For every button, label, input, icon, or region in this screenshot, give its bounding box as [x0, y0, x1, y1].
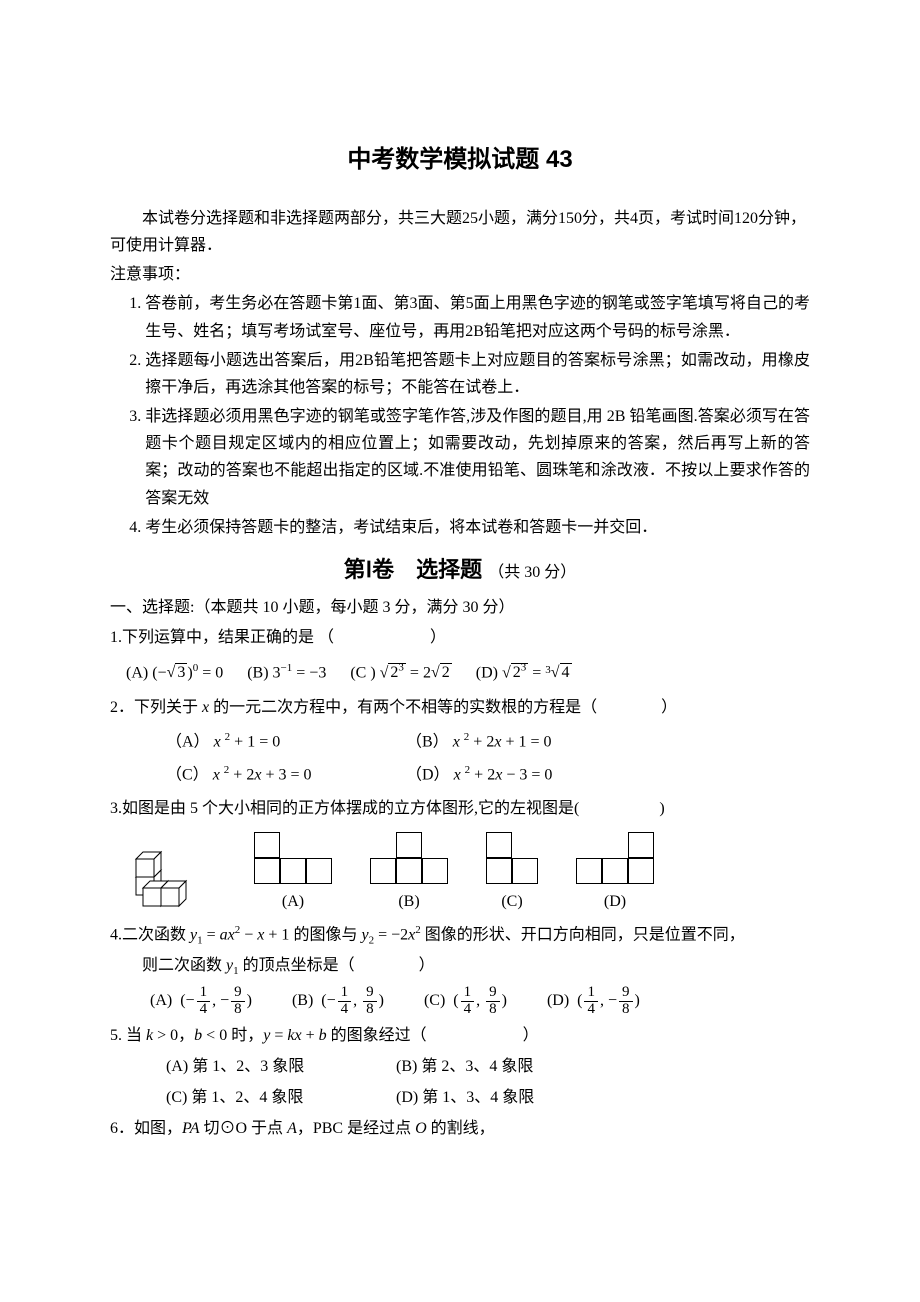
note-item: 非选择题必须用黑色字迹的钢笔或签字笔作答,涉及作图的题目,用 2B 铅笔画图.答…	[145, 403, 810, 512]
note-item: 选择题每小题选出答案后，用2B铅笔把答题卡上对应题目的答案标号涂黑；如需改动，用…	[145, 347, 810, 401]
notes-list: 答卷前，考生务必在答题卡第1面、第3面、第5面上用黑色字迹的钢笔或签字笔填写将自…	[110, 290, 810, 541]
q2-option-b: （B） x 2 + 2x + 1 = 0	[406, 728, 646, 756]
q5-option-b: (B) 第 2、3、4 象限	[396, 1053, 626, 1080]
page-title: 中考数学模拟试题 43	[110, 140, 810, 181]
q1-option-b: (B) 3−1 = −3	[247, 659, 326, 687]
q4-b-label: (B)	[292, 992, 313, 1009]
q6-s4: 的割线，	[427, 1120, 495, 1137]
q2-stem-pre: 2．下列关于	[110, 699, 202, 716]
q1-a-label: (A)	[126, 664, 152, 681]
q3-option-b: (B)	[370, 832, 448, 915]
q3-c-label: (C)	[486, 888, 538, 915]
q1-option-a: (A) (−√3)0 = 0	[126, 659, 223, 687]
q2-b-label: （B）	[406, 733, 449, 750]
q2-option-c: （C） x 2 + 2x + 3 = 0	[166, 761, 406, 789]
q3-b-label: (B)	[370, 888, 448, 915]
q2-c-label: （C）	[166, 766, 209, 783]
section-1-main: 第Ⅰ卷 选择题	[344, 557, 483, 582]
q6-s1: 6．如图，	[110, 1120, 182, 1137]
part1-heading: 一、选择题:（本题共 10 小题，每小题 3 分，满分 30 分）	[110, 594, 810, 621]
q1-c-label: (C )	[350, 664, 375, 681]
section-1-header: 第Ⅰ卷 选择题 （共 30 分）	[110, 551, 810, 588]
q3-d-label: (D)	[576, 888, 654, 915]
q2-stem: 2．下列关于 x 的一元二次方程中，有两个不相等的实数根的方程是（ ）	[110, 694, 810, 721]
q2-options-row2: （C） x 2 + 2x + 3 = 0 （D） x 2 + 2x − 3 = …	[110, 761, 810, 789]
q3-option-d: (D)	[576, 832, 654, 915]
q5-s4: 的图象经过（ ）	[327, 1027, 539, 1044]
q5-options: (A) 第 1、2、3 象限 (B) 第 2、3、4 象限 (C) 第 1、2、…	[110, 1051, 810, 1113]
q4-option-b: (B) (−14, 98)	[292, 985, 384, 1018]
q4-s3: 图像的形状、开口方向相同，只是位置不同，	[421, 926, 745, 943]
q1-option-d: (D) √23 = 3√4	[476, 659, 572, 687]
q4-s1: 4.二次函数	[110, 926, 190, 943]
q1-option-c: (C ) √23 = 2√2	[350, 659, 451, 687]
q1-b-label: (B)	[247, 664, 272, 681]
q5-stem: 5. 当 k > 0，b < 0 时，y = kx + b 的图象经过（ ）	[110, 1022, 810, 1049]
notes-heading: 注意事项：	[110, 261, 810, 288]
q4-c-label: (C)	[424, 992, 445, 1009]
q2-option-d: （D） x 2 + 2x − 3 = 0	[406, 761, 646, 789]
note-item: 答卷前，考生务必在答题卡第1面、第3面、第5面上用黑色字迹的钢笔或签字笔填写将自…	[145, 290, 810, 344]
q3-a-label: (A)	[254, 888, 332, 915]
note-item: 考生必须保持答题卡的整洁，考试结束后，将本试卷和答题卡一并交回．	[145, 514, 810, 541]
q4-l2pre: 则二次函数	[142, 957, 226, 974]
q5-s3: 时，	[227, 1027, 263, 1044]
q3-option-a: (A)	[254, 832, 332, 915]
q3-option-c: (C)	[486, 832, 538, 915]
q4-a-label: (A)	[150, 992, 172, 1009]
q5-s2: ，	[178, 1027, 194, 1044]
q4-option-d: (D) (14, −98)	[547, 985, 640, 1018]
q4-options: (A) (−14, −98) (B) (−14, 98) (C) (14, 98…	[110, 985, 810, 1018]
q3-figure	[126, 845, 216, 915]
q5-option-a: (A) 第 1、2、3 象限	[166, 1053, 396, 1080]
q2-stem-post: 的一元二次方程中，有两个不相等的实数根的方程是（ ）	[209, 699, 677, 716]
q2-a-label: （A）	[166, 733, 210, 750]
q4-l2post: 的顶点坐标是（ ）	[239, 957, 435, 974]
q4-d-label: (D)	[547, 992, 569, 1009]
q2-options-row1: （A） x 2 + 1 = 0 （B） x 2 + 2x + 1 = 0	[110, 728, 810, 756]
q4-option-a: (A) (−14, −98)	[150, 985, 252, 1018]
q3-stem: 3.如图是由 5 个大小相同的正方体摆成的立方体图形,它的左视图是( )	[110, 795, 810, 822]
q4-s2: 的图像与	[289, 926, 361, 943]
exam-page: 中考数学模拟试题 43 本试卷分选择题和非选择题两部分，共三大题25小题，满分1…	[0, 0, 920, 1204]
q6-s2: 切⊙O 于点	[200, 1120, 288, 1137]
section-1-suffix: （共 30 分）	[488, 564, 576, 581]
q5-option-d: (D) 第 1、3、4 象限	[396, 1084, 626, 1111]
q3-options: (A) (B) (C) (D)	[110, 832, 810, 915]
intro-text: 本试卷分选择题和非选择题两部分，共三大题25小题，满分150分，共4页，考试时间…	[110, 205, 810, 259]
q1-stem: 1.下列运算中，结果正确的是 （ ）	[110, 624, 810, 651]
q6-s3: ，PBC 是经过点	[297, 1120, 415, 1137]
q2-option-a: （A） x 2 + 1 = 0	[166, 728, 406, 756]
q5-option-c: (C) 第 1、2、4 象限	[166, 1084, 396, 1111]
q2-d-label: （D）	[406, 766, 450, 783]
q4-stem-line1: 4.二次函数 y1 = ax2 − x + 1 的图像与 y2 = −2x2 图…	[110, 921, 810, 950]
q5-s1: 5. 当	[110, 1027, 146, 1044]
q6-stem: 6．如图，PA 切⊙O 于点 A，PBC 是经过点 O 的割线，	[110, 1115, 810, 1142]
q1-options: (A) (−√3)0 = 0 (B) 3−1 = −3 (C ) √23 = 2…	[110, 659, 810, 687]
q4-stem-line2: 则二次函数 y1 的顶点坐标是（ ）	[110, 952, 810, 981]
q4-option-c: (C) (14, 98)	[424, 985, 507, 1018]
cube-3d-icon	[126, 845, 216, 915]
q1-d-label: (D)	[476, 664, 502, 681]
